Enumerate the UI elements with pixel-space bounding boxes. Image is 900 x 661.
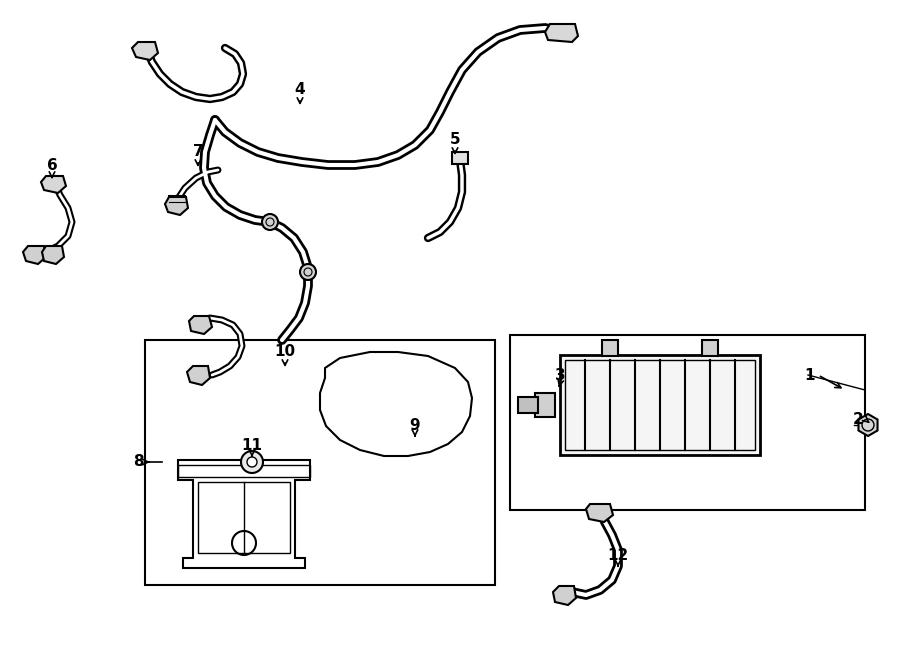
- Text: 12: 12: [608, 547, 628, 563]
- Polygon shape: [535, 393, 555, 417]
- Bar: [145, 340, 495, 585]
- Circle shape: [241, 451, 263, 473]
- Polygon shape: [132, 42, 158, 60]
- Polygon shape: [41, 176, 66, 193]
- Polygon shape: [518, 397, 538, 413]
- Text: 9: 9: [410, 418, 420, 432]
- Polygon shape: [859, 414, 877, 436]
- Polygon shape: [452, 152, 468, 164]
- Circle shape: [262, 214, 278, 230]
- Text: 3: 3: [554, 368, 565, 383]
- Text: 8: 8: [132, 455, 143, 469]
- Text: 7: 7: [193, 145, 203, 159]
- Text: 10: 10: [274, 344, 295, 360]
- Polygon shape: [42, 246, 64, 264]
- Text: 11: 11: [241, 438, 263, 453]
- Polygon shape: [189, 316, 212, 334]
- Polygon shape: [545, 24, 578, 42]
- Bar: [565, 360, 755, 450]
- Bar: [560, 355, 760, 455]
- Polygon shape: [169, 196, 185, 208]
- Bar: [702, 340, 718, 356]
- Text: 5: 5: [450, 132, 460, 147]
- Circle shape: [300, 264, 316, 280]
- Circle shape: [247, 457, 257, 467]
- Polygon shape: [553, 586, 576, 605]
- Text: 1: 1: [805, 368, 815, 383]
- Text: 2: 2: [852, 412, 863, 428]
- Polygon shape: [187, 366, 210, 385]
- Bar: [510, 335, 865, 510]
- Text: 6: 6: [47, 157, 58, 173]
- Bar: [602, 340, 618, 356]
- Polygon shape: [586, 504, 613, 522]
- Polygon shape: [165, 197, 188, 215]
- Bar: [178, 465, 310, 477]
- Text: 4: 4: [294, 83, 305, 98]
- Polygon shape: [556, 25, 574, 39]
- Polygon shape: [23, 246, 46, 264]
